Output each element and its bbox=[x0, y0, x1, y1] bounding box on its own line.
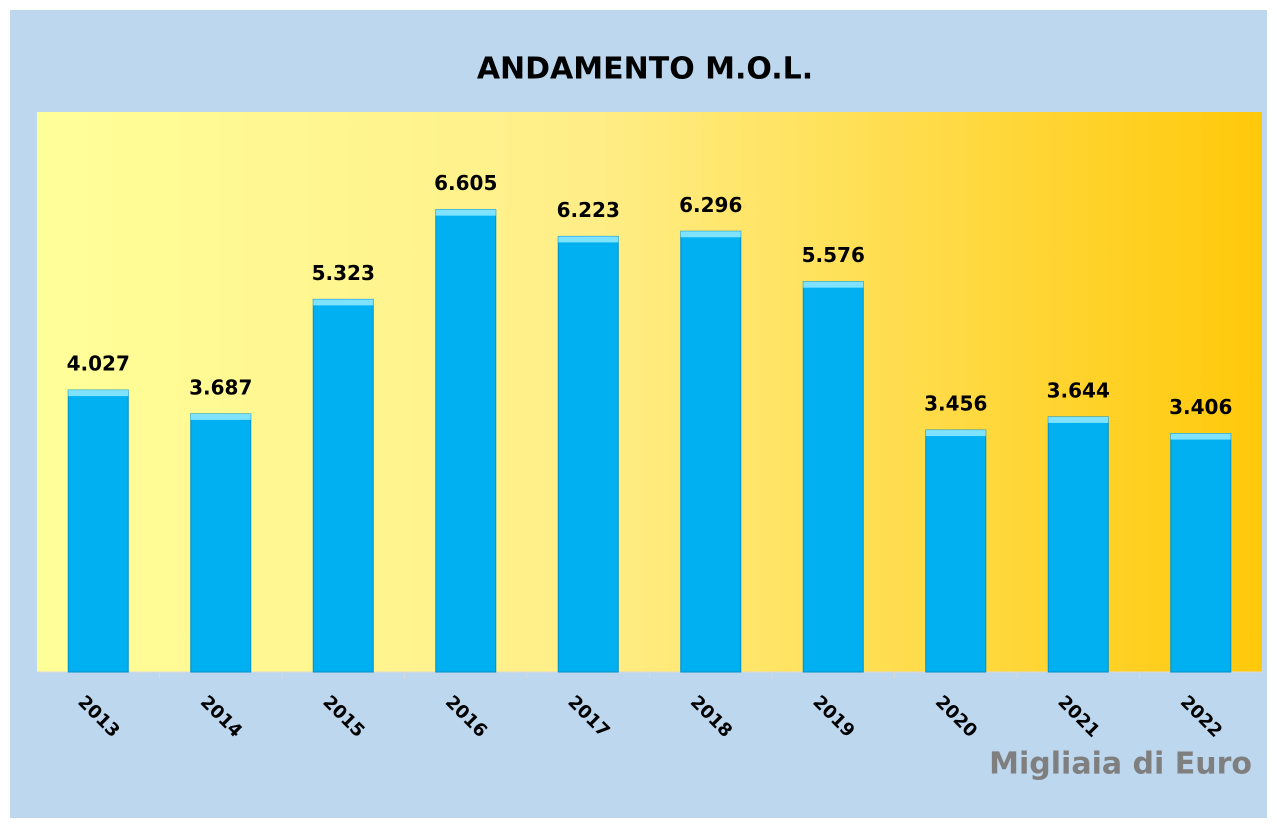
bar bbox=[1047, 416, 1109, 673]
bar-cap bbox=[190, 413, 251, 420]
bar-cap bbox=[558, 236, 619, 243]
bar bbox=[802, 281, 864, 673]
value-label: 3.687 bbox=[189, 375, 252, 399]
bar bbox=[1170, 433, 1232, 673]
value-label: 4.027 bbox=[67, 352, 130, 376]
bar-cap bbox=[313, 299, 374, 306]
bar-cap bbox=[435, 209, 496, 216]
value-label: 3.456 bbox=[924, 392, 987, 416]
chart-title: ANDAMENTO M.O.L. bbox=[477, 52, 813, 87]
value-label: 6.296 bbox=[679, 193, 742, 217]
unit-label: Migliaia di Euro bbox=[989, 747, 1252, 782]
value-label: 5.576 bbox=[802, 243, 865, 267]
bar bbox=[435, 209, 497, 673]
bar-cap bbox=[680, 231, 741, 238]
bar bbox=[680, 230, 742, 673]
bar bbox=[67, 389, 129, 673]
bar bbox=[557, 235, 619, 673]
bar-cap bbox=[925, 430, 986, 437]
value-label: 5.323 bbox=[312, 261, 375, 285]
bar-cap bbox=[68, 390, 129, 397]
value-label: 3.406 bbox=[1169, 395, 1232, 419]
value-label: 6.605 bbox=[434, 171, 497, 195]
bar-cap bbox=[803, 281, 864, 288]
bar bbox=[925, 429, 987, 673]
bar bbox=[312, 298, 374, 673]
bar-cap bbox=[1170, 433, 1231, 440]
bar-cap bbox=[1048, 416, 1109, 423]
value-label: 6.223 bbox=[557, 198, 620, 222]
bar bbox=[190, 413, 252, 673]
value-label: 3.644 bbox=[1047, 378, 1110, 402]
